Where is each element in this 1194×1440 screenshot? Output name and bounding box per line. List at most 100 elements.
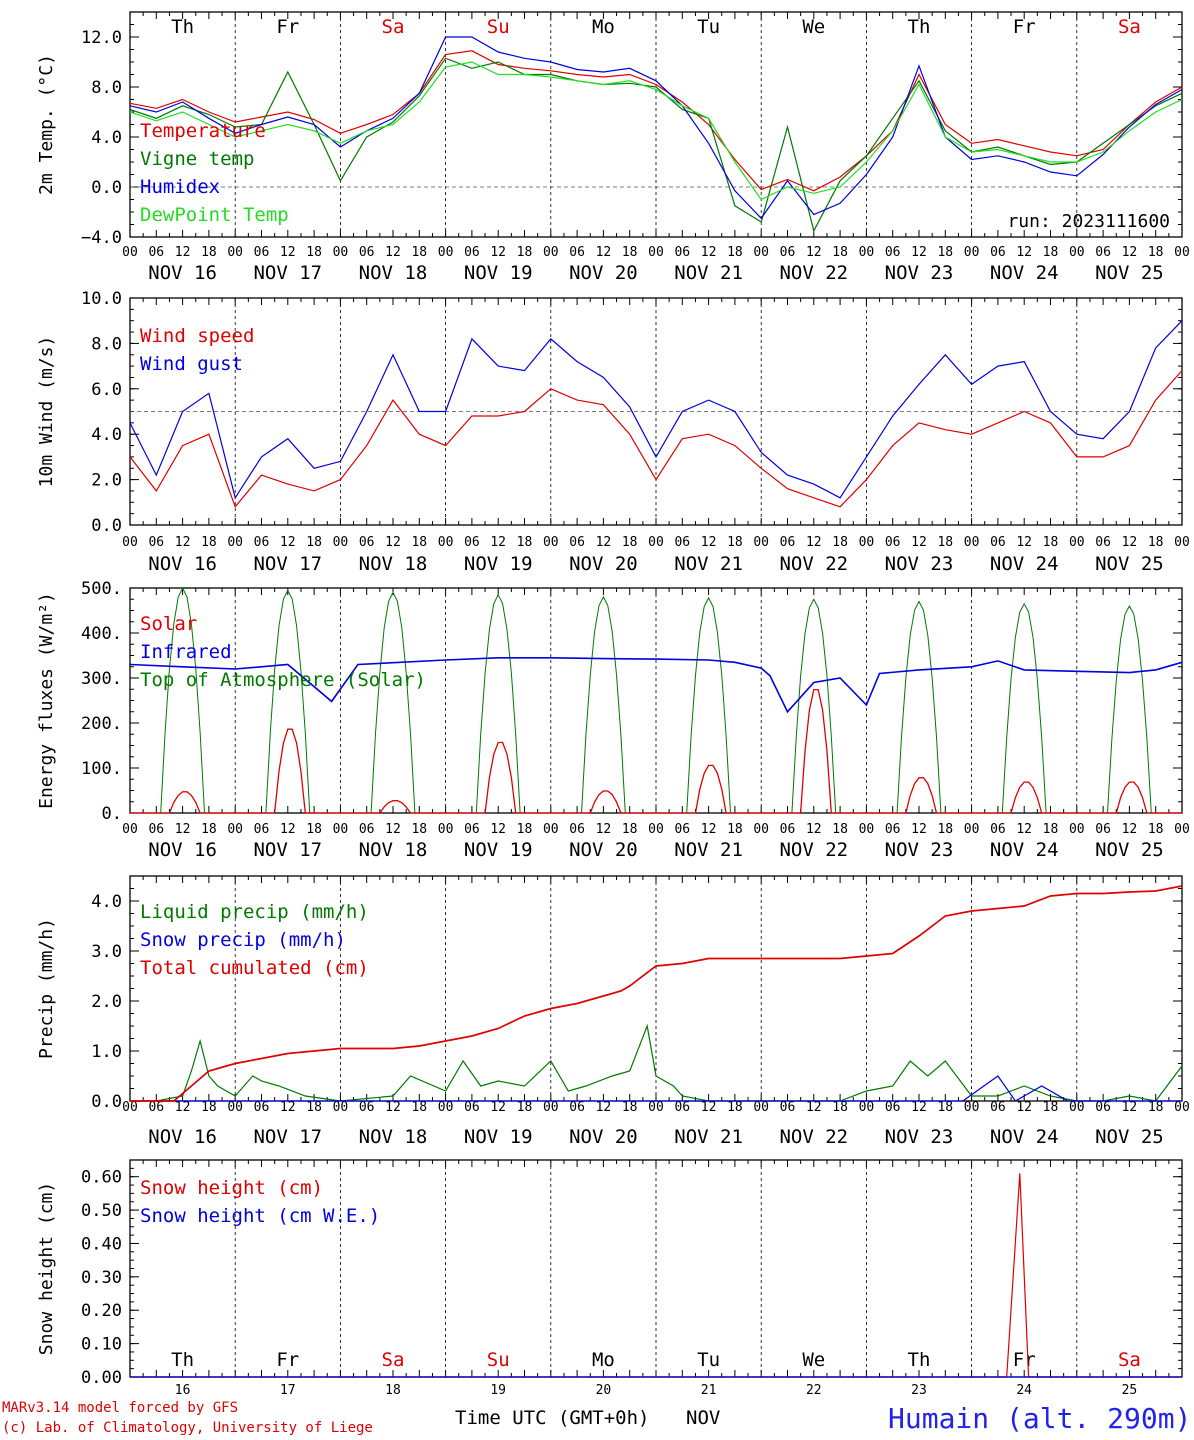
panel-wind: 0.0 2.0 4.0 6.0 8.0 10.0 10m Wind (m/s) 00 06 12 1…	[36, 289, 1190, 575]
legend-entry: Humidex	[140, 176, 220, 198]
hour-label: 12	[701, 245, 717, 260]
hour-label: 00	[1069, 535, 1085, 550]
hour-label: 00	[648, 1100, 664, 1115]
hour-label: 00	[122, 1100, 138, 1115]
hour-label: 00	[859, 822, 875, 837]
date-label: NOV 21	[674, 839, 743, 861]
legend-entry: Total cumulated (cm)	[140, 957, 369, 979]
hour-label: 18	[1148, 535, 1164, 550]
y-tick-label: 0.60	[81, 1168, 122, 1188]
hour-label: 00	[753, 535, 769, 550]
hour-label: 06	[464, 535, 480, 550]
date-label: NOV 18	[359, 839, 428, 861]
date-label: NOV 19	[464, 553, 533, 575]
infrared-line	[129, 656, 1183, 714]
hour-label: 18	[1043, 245, 1059, 260]
day-number-label: 21	[701, 1383, 717, 1398]
hour-label: 06	[148, 245, 164, 260]
legend-entry: Snow height (cm)	[140, 1177, 323, 1199]
hour-label: 00	[1069, 1100, 1085, 1115]
hour-label: 00	[753, 245, 769, 260]
date-label: NOV 17	[253, 1126, 322, 1148]
series-line	[129, 36, 1183, 220]
legend-entry: Infrared	[140, 641, 232, 663]
weekday-label: Fr	[1013, 1349, 1036, 1371]
y-axis-label: Precip (mm/h)	[36, 918, 57, 1059]
hour-label: 00	[333, 822, 349, 837]
hour-label: 00	[1174, 535, 1190, 550]
y-tick-label: 2.0	[91, 992, 122, 1012]
legend-entry: Wind gust	[140, 353, 243, 375]
panel-snow: 0.00 0.10 0.20 0.30 0.40 0.50 0.60 Snow height …	[36, 1159, 1183, 1398]
date-label: NOV 23	[885, 262, 954, 284]
hour-label: 12	[490, 822, 506, 837]
hour-label: 00	[122, 822, 138, 837]
weekday-label: Sa	[382, 1349, 405, 1371]
hour-label: 06	[674, 1100, 690, 1115]
hour-label: 12	[701, 822, 717, 837]
series-line	[129, 370, 1183, 508]
hour-label: 00	[964, 535, 980, 550]
hour-label: 06	[885, 535, 901, 550]
day-number-label: 20	[596, 1383, 612, 1398]
legend-entry: Snow precip (mm/h)	[140, 929, 346, 951]
hour-label: 18	[727, 535, 743, 550]
weekday-label: Th	[171, 1349, 194, 1371]
hour-label: 18	[517, 822, 533, 837]
series-line	[129, 50, 1183, 192]
hour-label: 18	[306, 822, 322, 837]
hour-label: 12	[175, 245, 191, 260]
weekday-label: Th	[908, 1349, 931, 1371]
hour-label: 06	[464, 822, 480, 837]
date-label: NOV 20	[569, 1126, 638, 1148]
hour-label: 12	[1016, 822, 1032, 837]
hour-label: 00	[964, 245, 980, 260]
hour-label: 00	[333, 535, 349, 550]
date-label: NOV 22	[779, 1126, 848, 1148]
hour-label: 12	[701, 1100, 717, 1115]
y-tick-label: 12.0	[81, 28, 122, 48]
hour-label: 00	[438, 245, 454, 260]
weekday-label: Tu	[697, 1349, 720, 1371]
date-label: NOV 19	[464, 262, 533, 284]
hour-label: 00	[753, 1100, 769, 1115]
footer: MARv3.14 model forced by GFS (c) Lab. of…	[2, 1400, 1191, 1436]
hour-label: 00	[543, 535, 559, 550]
weekday-label: Fr	[276, 16, 299, 38]
date-label: NOV 19	[464, 1126, 533, 1148]
panel-precip: 0.0 1.0 2.0 3.0 4.0 Precip (mm/h) 00 06 12 18 00 06…	[36, 875, 1190, 1148]
hour-label: 12	[1122, 1100, 1138, 1115]
hour-label: 00	[438, 822, 454, 837]
hour-label: 06	[254, 1100, 270, 1115]
hour-label: 06	[569, 245, 585, 260]
hour-label: 18	[306, 245, 322, 260]
y-tick-label: 6.0	[91, 380, 122, 400]
hour-label: 00	[1174, 1100, 1190, 1115]
weekday-label: Th	[171, 16, 194, 38]
date-label: NOV 18	[359, 553, 428, 575]
hour-label: 06	[1095, 535, 1111, 550]
date-label: NOV 20	[569, 262, 638, 284]
y-axis-label: 10m Wind (m/s)	[36, 336, 57, 488]
date-label: NOV 23	[885, 839, 954, 861]
hour-label: 06	[148, 535, 164, 550]
day-number-label: 23	[911, 1383, 927, 1398]
hour-label: 00	[859, 245, 875, 260]
hour-label: 18	[1043, 1100, 1059, 1115]
toa-solar-line	[130, 586, 1182, 814]
weekday-label: Sa	[1118, 16, 1141, 38]
date-label: NOV 17	[253, 839, 322, 861]
y-tick-label: 4.0	[91, 425, 122, 445]
legend-entry: Solar	[140, 613, 197, 635]
day-number-label: 18	[385, 1383, 401, 1398]
hour-label: 12	[490, 1100, 506, 1115]
hour-label: 00	[648, 535, 664, 550]
hour-label: 00	[1174, 822, 1190, 837]
hour-label: 18	[727, 822, 743, 837]
date-label: NOV 18	[359, 262, 428, 284]
y-tick-label: 1.0	[91, 1042, 122, 1062]
hour-label: 00	[333, 1100, 349, 1115]
hour-label: 00	[227, 535, 243, 550]
hour-label: 12	[175, 535, 191, 550]
date-label: NOV 24	[990, 553, 1059, 575]
